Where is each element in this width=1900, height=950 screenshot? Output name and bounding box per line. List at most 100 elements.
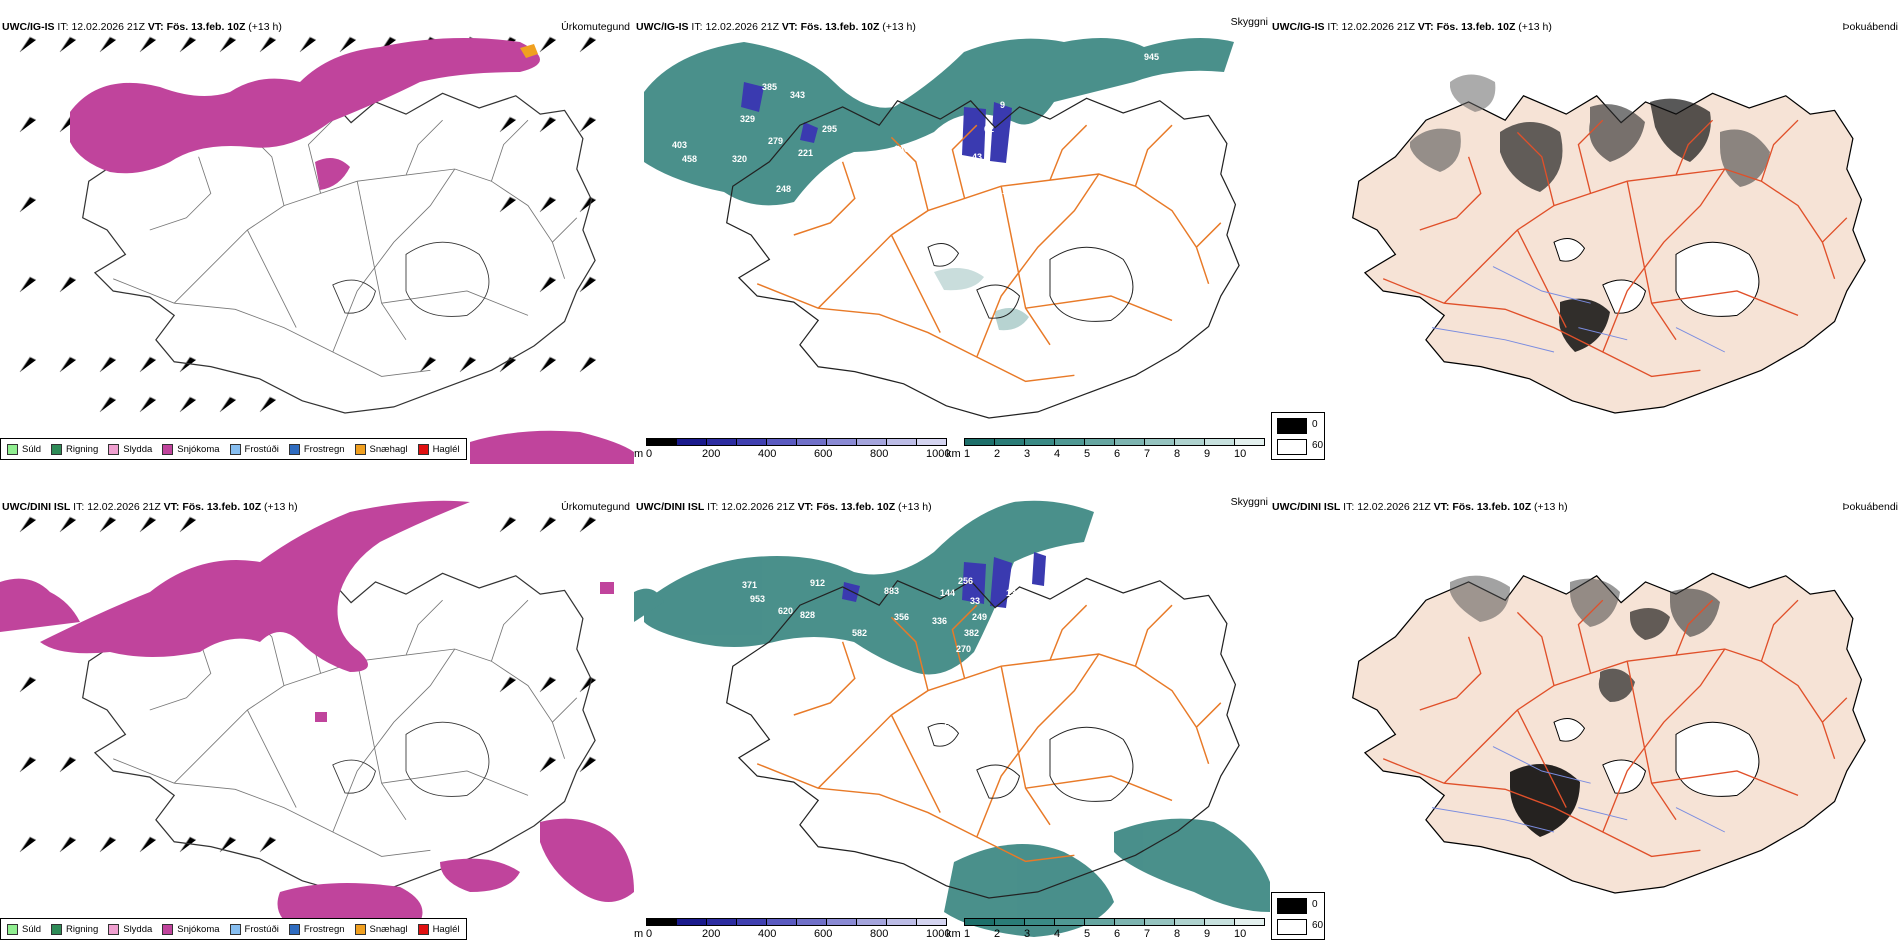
colorbar-segment	[736, 438, 767, 446]
legend-item: Haglél	[417, 443, 460, 455]
colorbar-segment	[646, 918, 677, 926]
colorbar-tick-label: 1000	[926, 448, 951, 460]
header-bottom-fog: UWC/DINI ISL IT: 12.02.2026 21Z VT: Fös.…	[1272, 501, 1568, 513]
visibility-map-bottom: 371 953 912 620 828 883 356 336 582 144 …	[634, 492, 1270, 944]
legend-swatch	[7, 923, 18, 935]
colorbar-segment	[796, 438, 827, 446]
legend-item: Frostúði	[229, 443, 279, 455]
fog-swatch-white	[1277, 919, 1307, 935]
vis-label: 201	[944, 718, 959, 728]
vis-label: 190	[924, 172, 939, 182]
header-bottom-precip: UWC/DINI ISL IT: 12.02.2026 21Z VT: Fös.…	[2, 501, 298, 513]
colorbar-segment	[796, 918, 827, 926]
vis-label: 33	[970, 596, 980, 606]
legend-swatch	[417, 443, 429, 455]
colorbar-segment	[994, 438, 1025, 446]
vis-label: 458	[682, 154, 697, 164]
colorbar-tick-label: 400	[758, 928, 777, 940]
colorbar-unit: km	[946, 448, 961, 460]
colorbar-segment	[1144, 438, 1175, 446]
colorbar-segment	[1054, 918, 1085, 926]
vis-label: 13	[1006, 588, 1016, 598]
colorbar-tick-label: 5	[1084, 448, 1091, 460]
colorbar-tick-label: 600	[814, 448, 833, 460]
header-bottom-visibility: UWC/DINI ISL IT: 12.02.2026 21Z VT: Fös.…	[636, 501, 932, 513]
colorbar-segment	[1174, 918, 1205, 926]
it-label: IT:	[57, 21, 69, 33]
vis-label: 277	[1004, 612, 1019, 622]
visibility-colorbar-bottom: km 1 2 3 4 5 6 7 8 9 10	[946, 918, 1270, 944]
legend-item: Haglél	[417, 923, 460, 935]
colorbar-segment	[886, 438, 917, 446]
vis-label: 912	[810, 578, 825, 588]
colorbar-segment	[916, 438, 947, 446]
colorbar-tick-label: 2	[994, 448, 1001, 460]
it-value: 12.02.2026 21Z	[71, 21, 145, 33]
lead-time: (+13 h)	[248, 21, 282, 33]
colorbar-tick-label: 1	[964, 448, 971, 460]
legend-swatch	[7, 443, 18, 455]
colorbar-unit: km	[946, 928, 961, 940]
legend-item: Snjókoma	[162, 923, 220, 935]
fog-swatch-black	[1277, 898, 1307, 914]
colorbar-segment	[736, 918, 767, 926]
model-name: UWC/IG-IS	[2, 21, 55, 33]
legend-item: Frostregn	[288, 923, 345, 935]
colorbar-tick-label: 8	[1174, 448, 1181, 460]
ceiling-colorbar-top: m 0 200 400 600 800 1000	[634, 438, 950, 464]
legend-swatch	[354, 443, 366, 455]
colorbar-segment	[994, 918, 1025, 926]
legend-item: Súld	[7, 923, 41, 935]
vis-label: 953	[750, 594, 765, 604]
legend-item: Súld	[7, 443, 41, 455]
vis-label: 295	[822, 124, 837, 134]
vis-label: 582	[852, 628, 867, 638]
colorbar-unit: m	[634, 448, 644, 460]
colorbar-segment	[856, 918, 887, 926]
vis-label: 385	[762, 82, 777, 92]
colorbar-tick-label: 0	[646, 928, 653, 940]
legend-item: Frostregn	[288, 443, 345, 455]
colorbar-tick-label: 4	[1054, 448, 1061, 460]
colorbar-segment	[964, 918, 995, 926]
legend-item: Rigning	[51, 443, 98, 455]
precip-map-bottom	[0, 492, 634, 944]
precip-legend-top: Súld Rigning Slydda Snjókoma Frostúði Fr…	[0, 438, 467, 460]
colorbar-tick-label: 10	[1234, 448, 1247, 460]
colorbar-tick-label: 6	[1114, 928, 1121, 940]
vis-label: 788	[964, 660, 979, 670]
vis-label: 144	[940, 588, 955, 598]
legend-swatch	[354, 923, 366, 935]
colorbar-segment	[1204, 918, 1235, 926]
colorbar-tick-label: 10	[1234, 928, 1247, 940]
vis-label: 62	[984, 124, 994, 134]
colorbar-segment	[826, 918, 857, 926]
colorbar-segment	[706, 918, 737, 926]
precip-map-top	[0, 12, 634, 464]
vis-label: 249	[972, 612, 987, 622]
header-top-visibility: UWC/IG-IS IT: 12.02.2026 21Z VT: Fös. 13…	[636, 21, 916, 33]
legend-swatch	[229, 923, 241, 935]
colorbar-tick-label: 7	[1144, 448, 1151, 460]
panel-title-fog-top: Þokuábendi	[1842, 21, 1898, 33]
legend-item: Snæhagl	[354, 443, 408, 455]
fog-panel-top: UWC/IG-IS IT: 12.02.2026 21Z VT: Fös. 13…	[1270, 12, 1900, 464]
vis-label: 403	[672, 140, 687, 150]
colorbar-tick-label: 6	[1114, 448, 1121, 460]
panel-title-fog-bottom: Þokuábendi	[1842, 501, 1898, 513]
header-top-fog: UWC/IG-IS IT: 12.02.2026 21Z VT: Fös. 13…	[1272, 21, 1552, 33]
legend-item: Slydda	[108, 923, 152, 935]
vis-label: 221	[798, 148, 813, 158]
precip-legend-bottom: Súld Rigning Slydda Snjókoma Frostúði Fr…	[0, 918, 467, 940]
legend-item: Slydda	[108, 443, 152, 455]
panel-title-visibility-top: Skyggni	[1230, 16, 1268, 28]
vis-label: 74	[1012, 144, 1022, 154]
vis-label: 329	[740, 114, 755, 124]
legend-item: Rigning	[51, 923, 98, 935]
colorbar-tick-label: 2	[994, 928, 1001, 940]
vis-label: 43	[972, 152, 982, 162]
vis-label: 356	[894, 612, 909, 622]
legend-swatch	[229, 443, 241, 455]
header-top-precip: UWC/IG-IS IT: 12.02.2026 21Z VT: Fös. 13…	[2, 21, 282, 33]
colorbar-segment	[646, 438, 677, 446]
